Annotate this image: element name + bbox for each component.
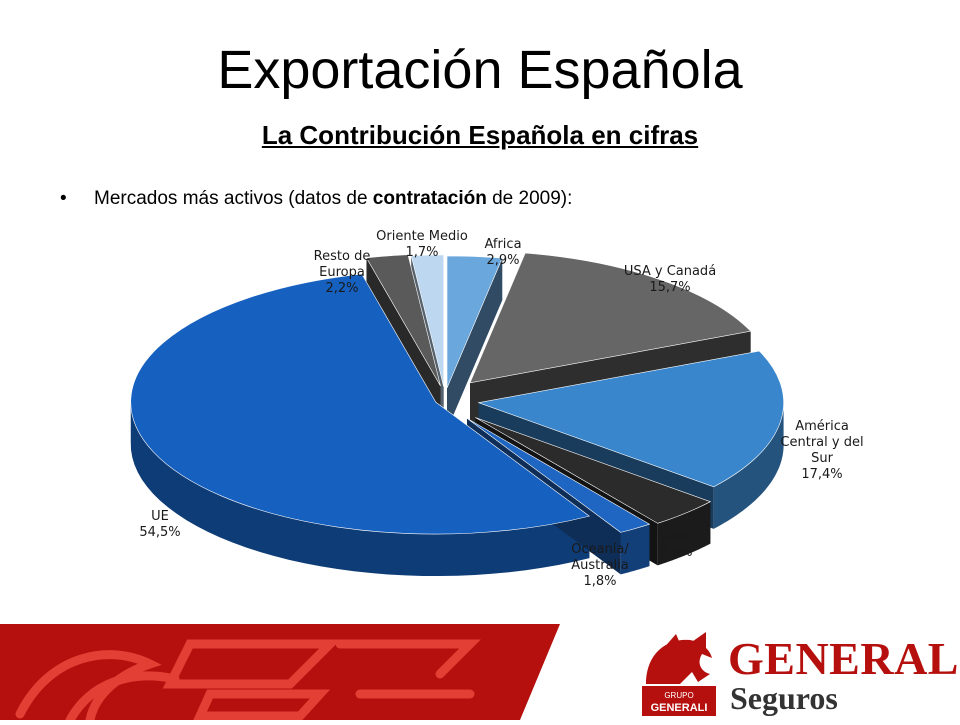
bullet-text-bold: contratación bbox=[372, 188, 487, 209]
slice-name-1-0: USA y Canadá bbox=[624, 264, 716, 279]
pie-slice-asia bbox=[475, 417, 712, 524]
slice-name-6-1: Europa bbox=[319, 265, 365, 280]
slice-name-7-0: Oriente Medio bbox=[376, 229, 468, 244]
slice-side-3-0 bbox=[657, 501, 711, 566]
generali-badge: GRUPO GENERALI bbox=[638, 630, 720, 716]
subtitle-text: La Contribución Española en cifras bbox=[261, 120, 699, 150]
slice-label-4: Oceanía/Australia 1,8% bbox=[571, 542, 629, 589]
brand-sub: Seguros bbox=[730, 680, 838, 716]
pie-slice-africa bbox=[446, 255, 503, 389]
slice-value-5: 54,5% bbox=[139, 525, 180, 540]
slice-value-1: 15,7% bbox=[649, 280, 690, 295]
slice-label-5: UE 54,5% bbox=[139, 509, 180, 540]
brand-name: GENERALI bbox=[728, 633, 960, 684]
slice-name-6-0: Resto de bbox=[314, 249, 371, 264]
page-title: Exportación Española bbox=[217, 40, 743, 100]
slice-wall-0-1 bbox=[447, 258, 503, 430]
slice-value-4: 1,8% bbox=[583, 574, 616, 589]
slice-label-2: América Central y del Sur 17,4% bbox=[780, 419, 863, 482]
winged-lion-icon bbox=[15, 624, 632, 720]
lion-icon bbox=[646, 632, 712, 684]
pie-chart: Africa 2,9% USA y Canadá 15,7% América Centra… bbox=[130, 229, 864, 589]
slice-name-2-0: América bbox=[795, 419, 849, 434]
slice-name-2-2: Sur bbox=[811, 451, 833, 466]
slice-side-5-0 bbox=[130, 400, 590, 577]
badge-top: GRUPO bbox=[664, 691, 693, 700]
bullet-text-pre: Mercados más activos (datos de bbox=[94, 188, 373, 209]
slice-name-2-1: Central y del bbox=[780, 435, 863, 450]
pie-slice-ue bbox=[130, 273, 591, 535]
pie-slice-oriente-medio bbox=[410, 254, 445, 387]
slice-label-0: Africa 2,9% bbox=[484, 237, 521, 268]
pie-slice-usa-y-canad- bbox=[469, 252, 752, 384]
slice-label-3: Asia 3,8% bbox=[659, 529, 692, 560]
page-subtitle: La Contribución Española en cifras bbox=[0, 118, 960, 152]
slice-side-4-0 bbox=[620, 524, 650, 575]
slice-name-5-0: UE bbox=[151, 509, 169, 524]
slice-value-0: 2,9% bbox=[486, 253, 519, 268]
slice-label-1: USA y Canadá 15,7% bbox=[624, 264, 716, 295]
slice-name-4-0: Oceanía/ bbox=[571, 542, 629, 557]
slice-value-2: 17,4% bbox=[801, 467, 842, 482]
slice-name-3-0: Asia bbox=[662, 529, 689, 544]
slice-label-6: Resto de Europa 2,2% bbox=[314, 249, 371, 296]
slice-name-4-1: Australia bbox=[571, 558, 629, 573]
pie-slice-resto-de-europa bbox=[365, 254, 441, 387]
footer-band bbox=[0, 624, 632, 720]
slice-value-6: 2,2% bbox=[325, 281, 358, 296]
logo-area: GRUPO GENERALI bbox=[632, 624, 960, 720]
pie-slice-am-rica-central-y-del-sur bbox=[477, 350, 784, 488]
bullet-text-post: de 2009): bbox=[486, 188, 573, 209]
slice-value-3: 3,8% bbox=[659, 545, 692, 560]
slice-name-0-0: Africa bbox=[484, 237, 521, 252]
slice-label-7: Oriente Medio 1,7% bbox=[376, 229, 468, 260]
slice-value-7: 1,7% bbox=[405, 245, 438, 260]
pie-slice-ocean-a-australia bbox=[466, 418, 651, 533]
bullet-point: • Mercados más activos (datos de contrata… bbox=[60, 186, 572, 212]
bullet-dot: • bbox=[60, 188, 67, 209]
badge-bottom: GENERALI bbox=[651, 702, 708, 714]
